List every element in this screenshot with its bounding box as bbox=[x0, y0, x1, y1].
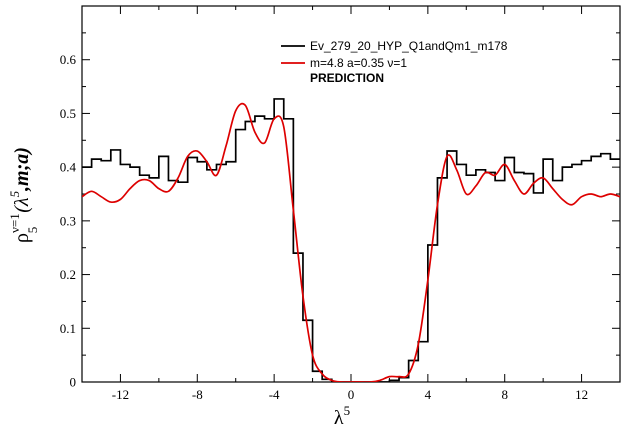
y-tick-label: 0.3 bbox=[60, 213, 76, 228]
x-axis-title-base: λ bbox=[334, 407, 344, 429]
y-tick-label: 0.5 bbox=[60, 106, 76, 121]
y-axis-ticks: 0 0.1 0.2 0.3 0.4 0.5 0.6 bbox=[60, 32, 620, 390]
y-axis-title-open: (λ bbox=[11, 197, 33, 213]
y-tick-label: 0.4 bbox=[60, 160, 77, 175]
y-axis-title-args: ,m;a) bbox=[11, 147, 33, 192]
x-tick-label: -4 bbox=[269, 387, 280, 402]
x-axis-title: λ5 bbox=[334, 403, 350, 429]
series-histogram-line bbox=[82, 98, 620, 382]
legend-label-histogram: Ev_279_20_HYP_Q1andQm1_m178 bbox=[310, 39, 508, 53]
y-axis-title: ρν=1 5(λ5,m;a) bbox=[7, 147, 40, 243]
x-tick-label: -8 bbox=[192, 387, 203, 402]
x-tick-label: 0 bbox=[348, 387, 355, 402]
x-tick-label: 4 bbox=[425, 387, 432, 402]
plot-frame bbox=[81, 5, 621, 383]
y-axis-title-rho: ρ bbox=[11, 233, 33, 243]
y-tick-label: 0.1 bbox=[60, 321, 76, 336]
x-tick-label: -12 bbox=[112, 387, 129, 402]
x-tick-label: 8 bbox=[501, 387, 508, 402]
x-axis-title-sup: 5 bbox=[344, 403, 351, 418]
legend-annotation-prediction: PREDICTION bbox=[310, 71, 384, 85]
legend-label-prediction: m=4.8 a=0.35 ν=1 bbox=[310, 56, 407, 70]
x-tick-label: 12 bbox=[575, 387, 588, 402]
x-axis-ticks: -12 -8 -4 0 4 8 12 bbox=[81, 6, 621, 402]
y-tick-label: 0 bbox=[70, 375, 77, 390]
y-axis-title-sub: 5 bbox=[25, 227, 40, 234]
y-axis-title-lambda-sup: 5 bbox=[7, 190, 22, 197]
y-tick-label: 0.6 bbox=[60, 52, 77, 67]
y-tick-label: 0.2 bbox=[60, 267, 76, 282]
y-axis-title-sup: ν=1 bbox=[7, 213, 22, 233]
series-prediction-curve bbox=[82, 102, 620, 382]
legend: Ev_279_20_HYP_Q1andQm1_m178 m=4.8 a=0.35… bbox=[281, 39, 508, 85]
